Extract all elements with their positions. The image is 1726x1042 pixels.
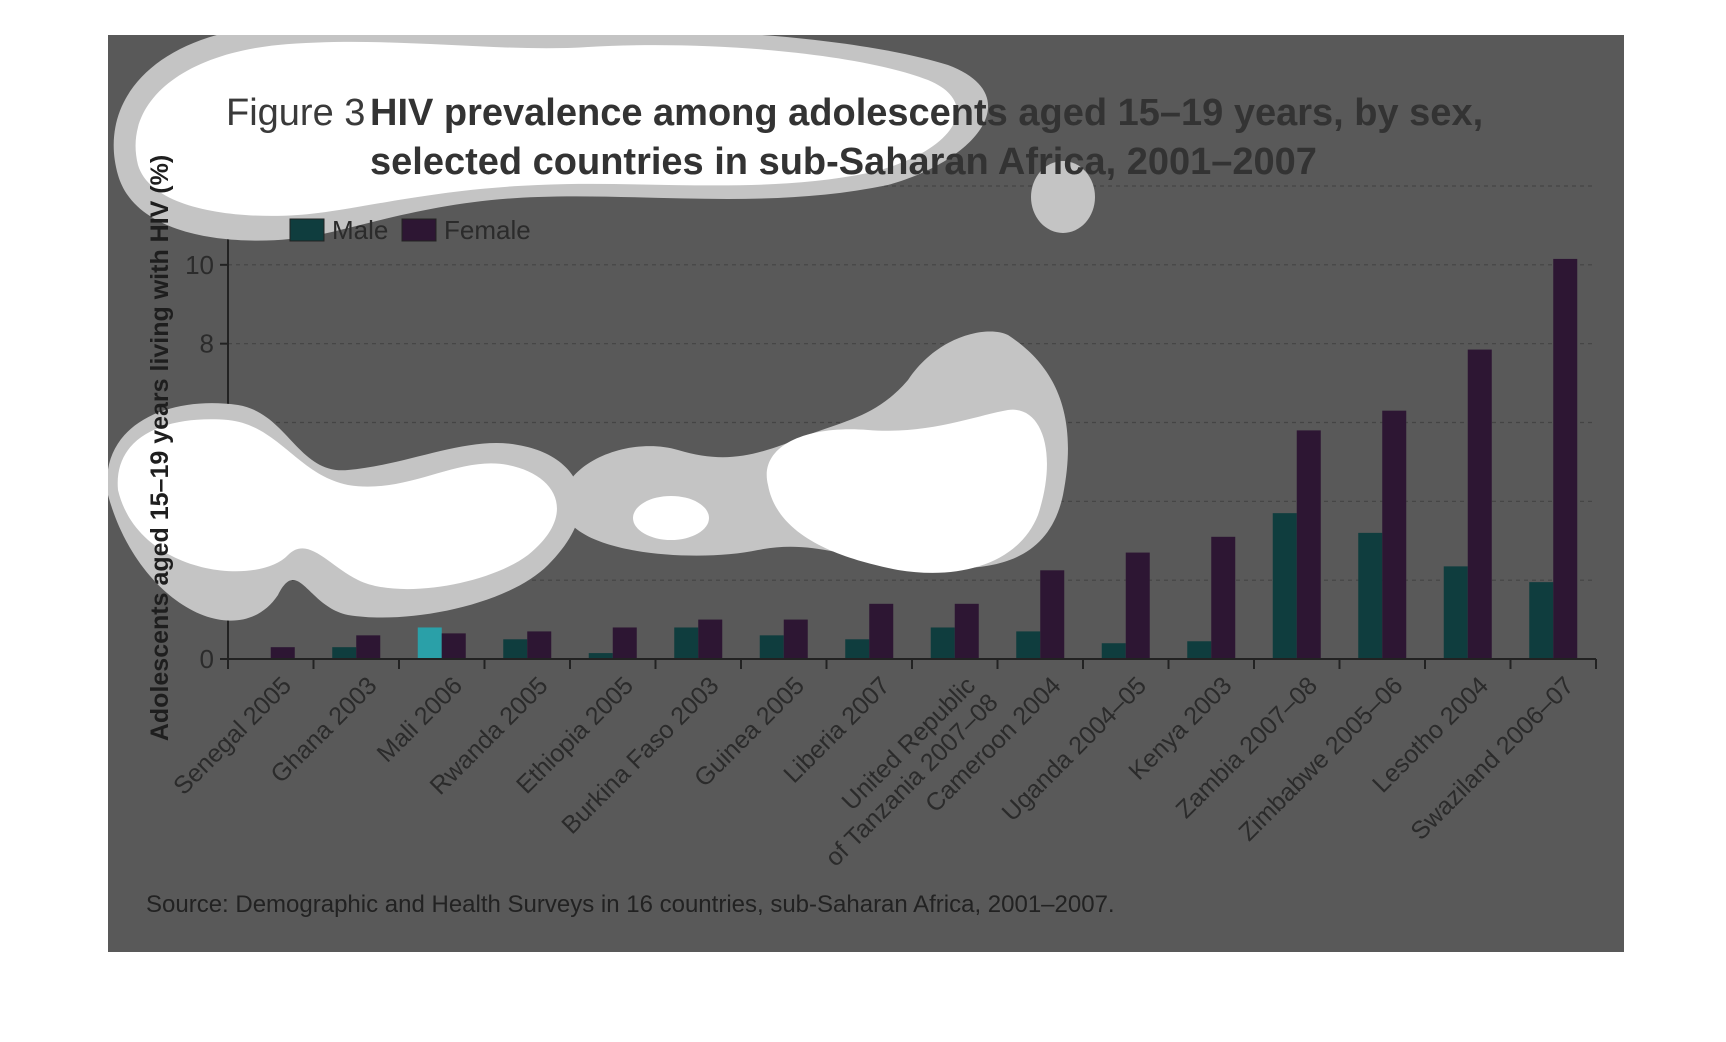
bar-female-4 bbox=[612, 627, 637, 659]
bar-male-1 bbox=[332, 647, 357, 659]
bar-female-15 bbox=[1553, 258, 1578, 659]
bar-male-12 bbox=[1272, 513, 1297, 659]
figure-label: Figure 3 bbox=[226, 92, 365, 134]
bar-male-8 bbox=[930, 627, 955, 659]
legend-swatch-female bbox=[401, 218, 437, 242]
figure-title-line-2: selected countries in sub-Saharan Africa… bbox=[370, 141, 1317, 183]
legend: Male Female bbox=[289, 215, 531, 245]
bar-female-2 bbox=[441, 633, 466, 659]
x-category-label: Uganda 2004–05 bbox=[997, 671, 1152, 826]
source-note: Source: Demographic and Health Surveys i… bbox=[146, 891, 1115, 918]
title-blob bbox=[135, 41, 957, 216]
x-category-label: Zambia 2007–08 bbox=[1171, 671, 1323, 823]
x-category-label: Swaziland 2006–07 bbox=[1405, 671, 1579, 845]
figure-title-line-1: HIV prevalence among adolescents aged 15… bbox=[370, 92, 1483, 134]
left-blob bbox=[117, 419, 557, 590]
bar-series bbox=[270, 258, 1578, 659]
y-axis-title: Adolescents aged 15–19 years living with… bbox=[146, 155, 174, 741]
overlay-blobs bbox=[108, 35, 1095, 621]
x-category-label: Zimbabwe 2005–06 bbox=[1233, 671, 1408, 846]
bar-female-12 bbox=[1296, 430, 1321, 659]
bar-female-11 bbox=[1211, 536, 1236, 659]
legend-swatch-male bbox=[289, 218, 325, 242]
bar-male-13 bbox=[1358, 532, 1383, 659]
legend-label-male: Male bbox=[332, 215, 388, 245]
x-category-label: Burkina Faso 2003 bbox=[556, 671, 724, 839]
bar-male-3 bbox=[503, 639, 528, 659]
bar-male-14 bbox=[1443, 566, 1468, 659]
bar-female-13 bbox=[1382, 410, 1407, 659]
center-blob bbox=[766, 409, 1047, 573]
bar-male-15 bbox=[1529, 582, 1554, 659]
bar-male-2 bbox=[417, 627, 442, 659]
bar-male-11 bbox=[1187, 641, 1212, 659]
x-category-label-line: Burkina Faso 2003 bbox=[556, 671, 724, 839]
bar-male-9 bbox=[1016, 631, 1041, 659]
bar-male-10 bbox=[1101, 643, 1126, 659]
bar-female-5 bbox=[698, 619, 723, 659]
y-tick-label: 0 bbox=[200, 644, 214, 674]
bar-female-7 bbox=[869, 603, 894, 659]
x-category-label-line: Swaziland 2006–07 bbox=[1405, 671, 1579, 845]
bar-female-9 bbox=[1040, 570, 1065, 659]
x-category-label-line: Zambia 2007–08 bbox=[1171, 671, 1323, 823]
y-tick-label: 10 bbox=[185, 250, 214, 280]
x-category-label-line: Zimbabwe 2005–06 bbox=[1233, 671, 1408, 846]
bar-male-4 bbox=[588, 653, 613, 659]
bar-female-0 bbox=[270, 647, 295, 659]
y-tick-label: 8 bbox=[200, 329, 214, 359]
center-small-blob bbox=[633, 496, 709, 540]
bar-female-8 bbox=[954, 603, 979, 659]
legend-label-female: Female bbox=[444, 215, 531, 245]
bar-female-3 bbox=[527, 631, 552, 659]
bar-female-10 bbox=[1125, 552, 1150, 659]
bar-female-14 bbox=[1467, 349, 1492, 659]
x-category-label-line: Uganda 2004–05 bbox=[997, 671, 1152, 826]
bar-male-7 bbox=[845, 639, 870, 659]
small-blob-halo bbox=[1031, 161, 1095, 233]
bar-female-1 bbox=[356, 635, 381, 659]
bar-male-6 bbox=[759, 635, 784, 659]
bar-male-5 bbox=[674, 627, 699, 659]
bar-female-6 bbox=[783, 619, 808, 659]
